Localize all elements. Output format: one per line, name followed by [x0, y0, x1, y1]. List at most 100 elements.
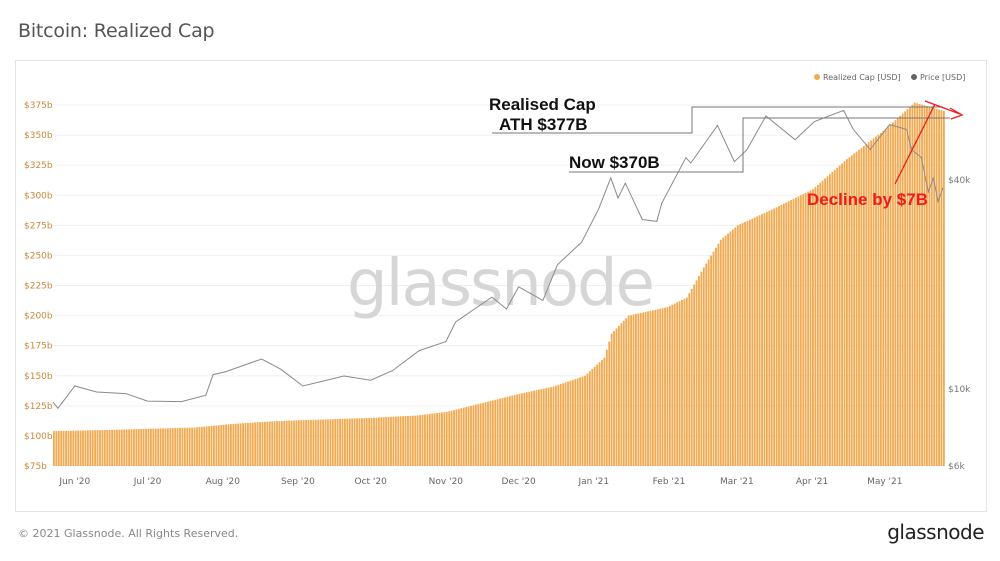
glassnode-logo[interactable]: glassnode	[887, 520, 984, 544]
realized-cap-bar	[346, 418, 349, 466]
legend-realized-cap[interactable]: Realized Cap [USD]	[823, 73, 901, 82]
realized-cap-bar	[928, 106, 931, 466]
realized-cap-bar	[176, 427, 179, 466]
realized-cap-bar	[394, 416, 397, 466]
realized-cap-bar	[407, 415, 409, 466]
realized-cap-bar	[872, 138, 875, 466]
x-tick-label: Sep '20	[281, 477, 315, 487]
page-title: Bitcoin: Realized Cap	[18, 20, 215, 42]
realized-cap-bar	[266, 421, 269, 466]
realized-cap-bar	[935, 108, 938, 466]
realized-cap-bar	[120, 429, 123, 466]
realized-cap-bar	[365, 418, 368, 466]
realized-cap-bar	[528, 391, 531, 466]
realized-cap-bar	[288, 420, 291, 466]
realized-cap-bar	[268, 421, 271, 466]
realized-cap-bar	[276, 421, 278, 466]
realized-cap-bar	[445, 411, 448, 466]
legend-price[interactable]: Price [USD]	[920, 73, 965, 82]
realized-cap-bar	[513, 395, 516, 466]
realized-cap-bar	[765, 211, 768, 466]
realized-cap-bar	[506, 396, 509, 466]
realized-cap-bar	[487, 401, 489, 466]
realized-cap-bar	[542, 388, 545, 466]
realized-cap-bar	[705, 263, 708, 466]
realized-cap-bar	[86, 430, 89, 466]
realized-cap-bar	[283, 420, 286, 466]
y-tick-label: $300b	[24, 191, 53, 201]
realized-cap-bar	[322, 419, 325, 466]
x-tick-label: Nov '20	[429, 477, 464, 487]
realized-cap-bar	[416, 415, 419, 466]
realized-cap-bar	[428, 413, 431, 466]
realized-cap-bar	[244, 423, 247, 466]
realized-cap-bar	[877, 134, 880, 467]
realized-cap-bar	[659, 308, 662, 466]
realized-cap-bar	[183, 427, 186, 466]
realized-cap-bar	[60, 430, 63, 466]
realized-cap-bar	[930, 107, 933, 466]
realized-cap-bar	[254, 422, 257, 466]
realized-cap-bar	[933, 108, 936, 467]
realized-cap-bar	[892, 122, 894, 466]
realized-cap-bar	[351, 418, 354, 466]
realized-cap-bar	[790, 200, 793, 466]
realized-cap-bar	[557, 384, 560, 466]
realized-cap-bar	[850, 155, 853, 466]
realized-cap-bar	[174, 428, 177, 466]
realized-cap-bars	[53, 102, 945, 467]
realized-cap-bar	[744, 221, 746, 466]
realized-cap-bar	[943, 111, 945, 467]
realized-cap-bar	[639, 312, 642, 466]
realized-cap-bar	[651, 310, 654, 466]
y-tick-label: $175b	[24, 342, 53, 352]
realized-cap-bar	[603, 357, 606, 466]
realized-cap-bar	[363, 418, 366, 466]
realized-cap-bar	[360, 418, 363, 466]
realized-cap-bar	[213, 425, 215, 466]
realized-cap-bar	[688, 293, 691, 466]
realized-cap-bar	[300, 420, 303, 466]
realized-cap-bar	[499, 398, 502, 466]
realized-cap-bar	[336, 418, 339, 466]
realized-cap-bar	[491, 400, 494, 466]
realized-cap-bar	[482, 402, 485, 466]
realized-cap-bar	[501, 398, 504, 466]
realized-cap-bar	[159, 428, 162, 466]
realized-cap-bar	[215, 425, 218, 466]
y-tick-label: $225b	[24, 282, 53, 292]
realized-cap-bar	[237, 423, 240, 466]
realized-cap-bar	[729, 231, 732, 466]
realized-cap-bar	[455, 409, 458, 466]
realized-cap-bar	[829, 174, 831, 467]
realized-cap-bar	[123, 429, 126, 466]
realized-cap-bar	[576, 378, 579, 466]
realized-cap-bar	[334, 419, 337, 466]
realized-cap-bar	[307, 419, 310, 466]
realized-cap-bar	[761, 214, 763, 466]
realized-cap-bar	[807, 191, 810, 466]
realized-cap-bar	[67, 430, 70, 466]
realized-cap-bar	[477, 404, 480, 466]
realized-cap-bar	[133, 429, 135, 466]
realized-cap-bar	[137, 429, 140, 466]
now-marker-line	[569, 117, 950, 173]
realized-cap-bar	[702, 267, 705, 466]
realized-cap-bar	[615, 328, 618, 466]
realized-cap-bar	[222, 424, 225, 466]
realized-cap-bar	[664, 307, 666, 466]
realized-cap-bar	[181, 427, 184, 466]
realized-cap-bar	[906, 109, 909, 466]
realized-cap-bar	[421, 414, 424, 466]
realized-cap-bar	[94, 430, 97, 466]
realized-cap-bar	[896, 118, 899, 467]
realized-cap-bar	[518, 393, 521, 466]
realized-cap-bar	[627, 315, 630, 466]
realized-cap-bar	[545, 388, 548, 466]
realized-cap-bar	[511, 395, 514, 466]
realized-cap-bar	[424, 414, 426, 466]
realized-cap-bar	[200, 426, 203, 466]
realized-cap-bar	[916, 103, 919, 467]
realized-cap-bar	[111, 429, 114, 466]
